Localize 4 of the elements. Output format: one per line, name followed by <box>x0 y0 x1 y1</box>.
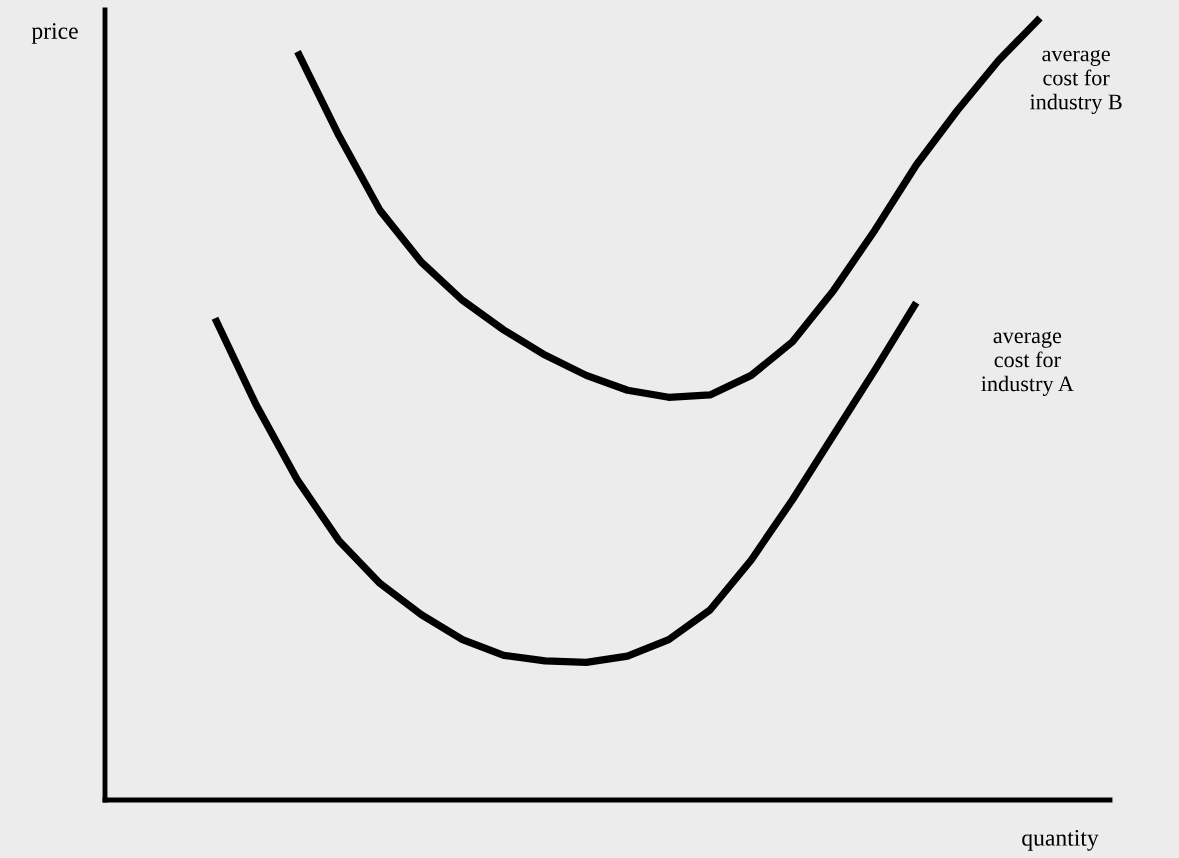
text: average cost for industry A <box>981 331 1074 396</box>
x-axis-title: quantity <box>1022 829 1099 851</box>
series-label: average cost for industry B <box>1029 49 1122 115</box>
y-axis-title: price <box>31 23 78 44</box>
